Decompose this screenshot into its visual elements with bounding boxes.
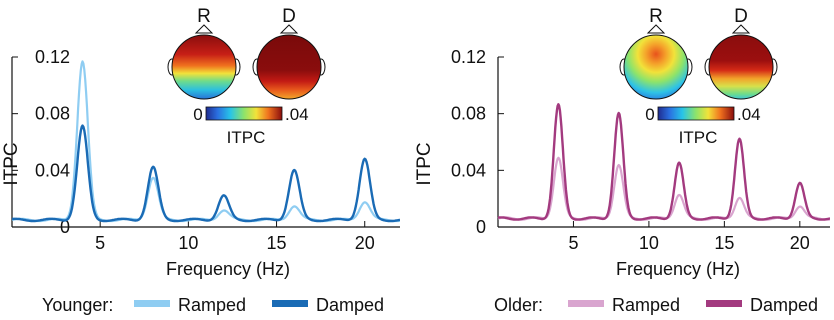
y-tick-label: 0 [476,217,486,237]
x-tick-label: 15 [714,233,734,253]
legend-text-ramped-older: Ramped [612,295,680,315]
y-tick-label: 0.04 [451,160,486,180]
series-line-damped [497,103,830,221]
topomap-label-r-older: R [649,6,663,27]
plot-older: 00.040.080.12 5 10 15 20 ITPC Frequency (Hz… [414,47,830,279]
legend-younger: Younger: Ramped Damped [42,295,384,315]
x-tick-label: 15 [267,233,287,253]
legend-group-label-older: Older: [494,295,543,315]
y-axis-label-older: ITPC [414,142,435,185]
colorbar-label-younger: ITPC [227,128,266,147]
x-ticks-older: 5 10 15 20 [568,221,810,253]
x-tick-label: 5 [95,233,105,253]
topomap-label-r-younger: R [197,6,211,27]
y-ticks-older: 0 0.04 0.08 0.12 [451,47,504,237]
colorbar-max-younger: .04 [285,105,309,124]
legend-swatch-damped-older [706,300,742,307]
x-tick-label: 10 [639,233,659,253]
legend-swatch-ramped-older [568,300,604,307]
x-axis-label-younger: Frequency (Hz) [166,259,290,279]
x-tick-label: 20 [790,233,810,253]
topomaps-younger: R D 0 .04 ITPC [167,6,326,147]
y-tick-label: 0 [60,217,70,237]
y-ticks-younger: 0 0.04 0.08 0.12 [12,47,70,237]
colorbar-label-older: ITPC [679,128,718,147]
topomap-damped-older [704,24,778,100]
y-tick-label: 0.12 [35,47,70,67]
topomap-ramped-older [619,24,693,100]
topomap-label-d-younger: D [282,6,296,27]
y-tick-label: 0.12 [451,47,486,67]
panel-younger: 00.040.080.12 5 10 15 20 ITPC Frequency (Hz… [1,6,400,315]
legend-swatch-ramped-younger [134,300,170,307]
y-tick-label: 0.08 [35,104,70,124]
topomap-ramped-younger [167,24,241,100]
legend-text-damped-older: Damped [750,295,818,315]
colorbar-max-older: .04 [737,105,761,124]
topomap-label-d-older: D [734,6,748,27]
series-lines-older [497,103,830,221]
y-tick-label: 0.08 [451,104,486,124]
legend-group-label-younger: Younger: [42,295,113,315]
series-lines-younger [12,60,400,223]
legend-text-damped-younger: Damped [316,295,384,315]
x-ticks-younger: 5 10 15 20 [95,221,375,253]
y-axis-label-younger: ITPC [1,142,22,185]
legend-text-ramped-younger: Ramped [178,295,246,315]
plot-younger: 00.040.080.12 5 10 15 20 ITPC Frequency (Hz… [1,47,400,279]
x-tick-label: 10 [178,233,198,253]
topomaps-older: R D 0 .04 ITPC [619,6,778,147]
x-tick-label: 5 [568,233,578,253]
panel-older: 00.040.080.12 5 10 15 20 ITPC Frequency (Hz… [414,6,830,315]
topomap-damped-younger [252,24,326,100]
series-line-damped [12,124,400,223]
colorbar-min-younger: 0 [193,105,202,124]
colorbar-younger: 0 .04 ITPC [193,105,308,147]
colorbar-min-older: 0 [645,105,654,124]
legend-older: Older: Ramped Damped [494,295,818,315]
colorbar-older: 0 .04 ITPC [645,105,760,147]
legend-swatch-damped-younger [272,300,308,307]
x-tick-label: 20 [355,233,375,253]
y-tick-label: 0.04 [35,160,70,180]
x-axis-label-older: Frequency (Hz) [616,259,740,279]
